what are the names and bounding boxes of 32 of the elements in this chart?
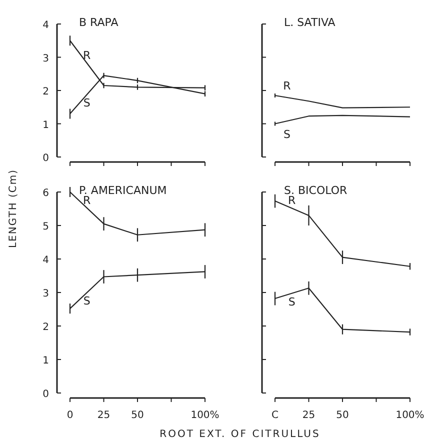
legend-label: R bbox=[283, 79, 292, 92]
series-label: S bbox=[284, 128, 291, 141]
y-tick-label: 2 bbox=[42, 86, 49, 98]
y-tick-label: 2 bbox=[42, 322, 49, 333]
y-tick-label: 1 bbox=[42, 356, 49, 366]
series-label: R bbox=[83, 49, 92, 62]
x-tick-label: 50 bbox=[336, 410, 349, 421]
y-tick-label: 4 bbox=[42, 255, 49, 266]
y-axis-title: LENGTH (Cm) bbox=[8, 168, 19, 248]
y-tick-label: 5 bbox=[42, 222, 49, 232]
x-tick-label: 25 bbox=[302, 410, 316, 421]
chart-title: L. SATIVA bbox=[284, 16, 336, 29]
y-tick-label: 0 bbox=[42, 153, 49, 164]
y-tick-label: 3 bbox=[42, 53, 49, 64]
x-tick-label: 25 bbox=[97, 410, 110, 421]
y-tick-label: 1 bbox=[42, 120, 49, 131]
x-tick-label: C bbox=[272, 410, 279, 421]
series-label: S bbox=[288, 295, 296, 308]
x-tick-label: 100% bbox=[396, 410, 424, 421]
x-tick-label: 0 bbox=[66, 410, 74, 421]
y-tick-label: 4 bbox=[42, 20, 49, 31]
series-label: R bbox=[288, 194, 296, 208]
y-tick-label: 6 bbox=[42, 188, 49, 199]
x-axis-title: ROOT EXT. OF CITRULLUS bbox=[160, 429, 320, 440]
series-label: S bbox=[83, 96, 90, 110]
x-tick-label: 50 bbox=[131, 410, 144, 421]
y-tick-label: 0 bbox=[42, 389, 49, 400]
chart-title: B RAPA bbox=[79, 16, 119, 29]
y-tick-label: 3 bbox=[42, 288, 49, 300]
x-tick-label: 100% bbox=[190, 410, 220, 421]
chart-title: S. BICOLOR bbox=[284, 184, 348, 197]
series-label: S bbox=[83, 294, 90, 308]
